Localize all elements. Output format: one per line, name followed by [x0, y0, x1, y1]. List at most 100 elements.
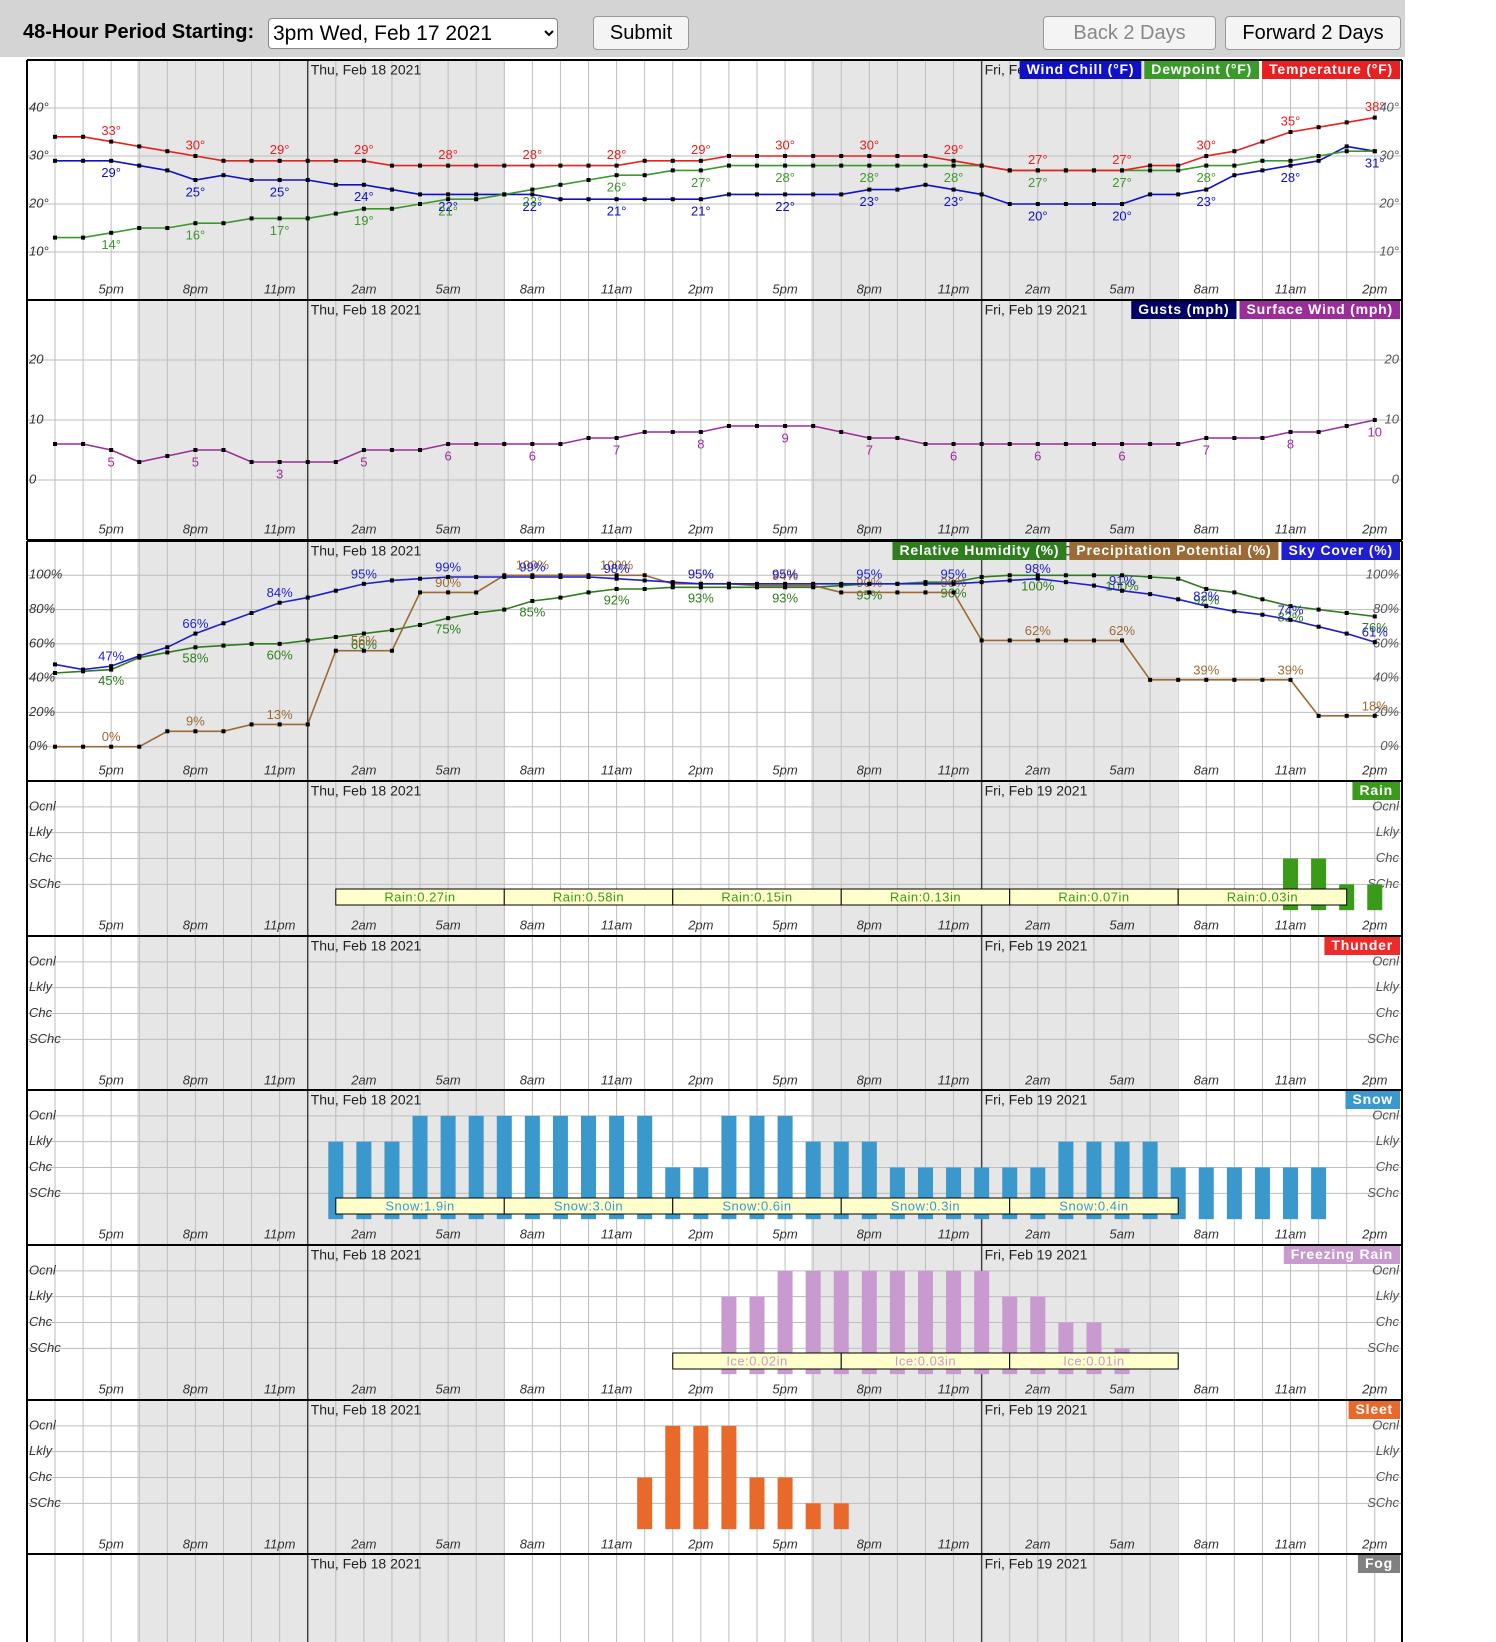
data-label: 99%	[519, 559, 545, 574]
x-tick-label: 2pm	[687, 1536, 713, 1551]
point	[249, 178, 254, 182]
point	[670, 168, 675, 173]
legend-swatch	[1262, 61, 1400, 79]
point	[558, 575, 563, 579]
y-tick-label-right: Lkly	[1376, 1443, 1401, 1458]
point	[1232, 436, 1237, 440]
point	[726, 192, 731, 197]
point	[1232, 609, 1237, 614]
bar	[440, 1115, 456, 1220]
legend-label: Sleet	[1356, 1401, 1393, 1417]
point	[1260, 677, 1265, 682]
point	[418, 448, 423, 452]
point	[418, 163, 423, 168]
y-tick-label-right: Ocnl	[1372, 1107, 1400, 1122]
point	[811, 163, 816, 168]
point	[755, 154, 759, 158]
data-label: 6	[1034, 448, 1041, 463]
bar	[861, 1270, 877, 1375]
point	[726, 154, 731, 158]
x-tick-label: 11am	[601, 1536, 633, 1551]
x-tick-label: 2am	[350, 917, 376, 932]
data-label: 75%	[435, 622, 461, 637]
point	[895, 590, 900, 595]
y-tick-label-right: Lkly	[1376, 824, 1401, 839]
bar	[721, 1425, 737, 1530]
y-tick-label-right: SChc	[1367, 1185, 1399, 1200]
x-tick-label: 5am	[435, 281, 460, 296]
point	[586, 575, 591, 579]
data-label: 7	[866, 442, 873, 457]
data-label: 47%	[98, 649, 124, 664]
point	[895, 436, 900, 440]
bar	[805, 1503, 821, 1530]
x-tick-label: 11am	[1275, 1072, 1307, 1087]
x-tick-label: 5am	[1109, 1072, 1134, 1087]
point	[839, 430, 844, 434]
forward-button[interactable]: Forward 2 Days	[1225, 16, 1401, 50]
point	[1007, 573, 1012, 578]
point	[446, 616, 451, 621]
point	[1204, 154, 1209, 158]
x-tick-label: 8pm	[857, 281, 882, 296]
y-tick-label-right: Lkly	[1376, 1288, 1401, 1303]
point	[811, 424, 816, 428]
point	[1260, 612, 1265, 617]
point	[249, 611, 254, 615]
point	[109, 158, 114, 163]
y-tick-label: Lkly	[29, 824, 54, 839]
point	[951, 187, 956, 192]
data-label: 94%	[772, 568, 798, 583]
x-tick-label: 8pm	[857, 1536, 882, 1551]
point	[726, 581, 731, 586]
data-label: 28°	[523, 147, 543, 162]
y-tick-label: Ocnl	[29, 953, 57, 968]
legend-label: Thunder	[1331, 937, 1393, 953]
data-label: 60%	[267, 647, 293, 662]
y-tick-label-right: 20%	[1372, 704, 1399, 719]
point	[1232, 149, 1237, 154]
x-tick-label: 2am	[350, 1226, 376, 1241]
data-label: 39%	[1193, 662, 1219, 677]
data-label: 62%	[1025, 623, 1051, 638]
point	[670, 197, 675, 202]
point	[474, 575, 479, 579]
y-tick-label: SChc	[29, 876, 61, 891]
point	[1007, 202, 1012, 206]
y-tick-label-right: SChc	[1367, 1340, 1399, 1355]
point	[1372, 149, 1377, 154]
point	[361, 158, 366, 163]
point	[305, 158, 310, 163]
period-select[interactable]: 3pm Wed, Feb 17 2021	[268, 18, 558, 49]
x-tick-label: 2pm	[1361, 1072, 1387, 1087]
x-tick-label: 11pm	[264, 917, 296, 932]
point	[642, 578, 647, 583]
x-tick-label: 2pm	[1361, 762, 1387, 777]
amount-label: Rain:0.15in	[721, 889, 792, 904]
data-label: 33°	[101, 123, 121, 138]
point	[446, 163, 451, 168]
point	[221, 621, 226, 626]
bar	[1226, 1167, 1242, 1220]
x-tick-label: 2pm	[1361, 281, 1387, 296]
x-tick-label: 2pm	[687, 1072, 713, 1087]
point	[418, 590, 423, 595]
amount-label: Rain:0.03in	[1227, 889, 1298, 904]
x-tick-label: 2pm	[687, 1226, 713, 1241]
x-tick-label: 5pm	[772, 1226, 797, 1241]
data-label: 27°	[1112, 152, 1132, 167]
point	[755, 424, 759, 428]
point	[81, 442, 86, 446]
x-tick-label: 8pm	[857, 917, 882, 932]
point	[979, 163, 984, 168]
back-button[interactable]: Back 2 Days	[1043, 16, 1216, 50]
day-label: Fri, Feb 19 2021	[985, 1247, 1088, 1263]
x-tick-label: 2pm	[1361, 1226, 1387, 1241]
submit-button[interactable]: Submit	[593, 16, 689, 50]
y-tick-label: 60%	[29, 635, 55, 650]
point	[979, 442, 984, 446]
point	[923, 590, 928, 595]
point	[1091, 583, 1096, 588]
y-tick-label: 80%	[29, 601, 55, 616]
